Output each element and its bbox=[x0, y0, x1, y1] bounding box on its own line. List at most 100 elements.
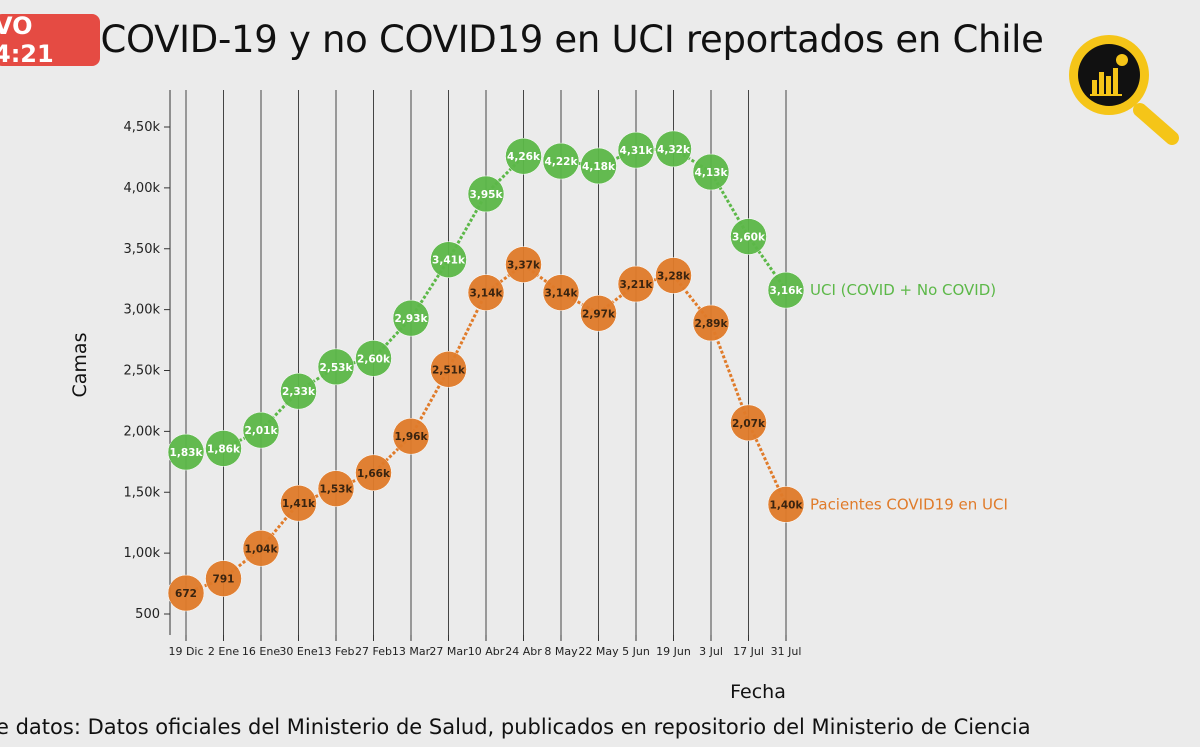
live-time-badge: VO 4:21 bbox=[0, 12, 100, 68]
y-tick-label: 1,00k bbox=[124, 546, 161, 561]
y-tick-label: 2,50k bbox=[124, 364, 161, 379]
data-label: 4,22k bbox=[545, 156, 579, 168]
data-point bbox=[430, 351, 467, 388]
data-label: 2,53k bbox=[320, 362, 354, 374]
x-tick-label: 3 Jul bbox=[699, 645, 723, 658]
data-point bbox=[467, 274, 505, 311]
data-label: 2,89k bbox=[695, 318, 729, 330]
data-point bbox=[430, 241, 467, 278]
x-tick-label: 30 Ene bbox=[279, 645, 317, 658]
data-label: 2,93k bbox=[395, 313, 429, 325]
data-label: 2,33k bbox=[282, 386, 316, 398]
data-label: 4,31k bbox=[620, 145, 654, 157]
y-tick-label: 2,00k bbox=[124, 424, 161, 439]
x-tick-label: 10 Abr bbox=[468, 645, 505, 658]
data-point bbox=[167, 433, 205, 471]
x-tick-label: 31 Jul bbox=[771, 645, 802, 658]
data-label: 1,83k bbox=[170, 447, 204, 459]
data-label: 3,60k bbox=[732, 232, 766, 244]
logo bbox=[1060, 30, 1185, 145]
data-point bbox=[392, 417, 430, 455]
data-label: 4,26k bbox=[507, 151, 541, 163]
data-point bbox=[692, 153, 730, 191]
x-tick-label: 27 Feb bbox=[355, 645, 392, 658]
data-point bbox=[242, 530, 280, 567]
data-label: 4,18k bbox=[582, 161, 616, 173]
data-label: 3,95k bbox=[470, 189, 504, 201]
data-point bbox=[655, 257, 692, 294]
data-point bbox=[205, 430, 242, 467]
data-point bbox=[617, 265, 655, 303]
data-point bbox=[392, 299, 430, 337]
data-point bbox=[542, 142, 580, 180]
data-label: 2,01k bbox=[245, 425, 279, 437]
x-tick-label: 27 Mar bbox=[429, 645, 468, 658]
data-point bbox=[655, 130, 692, 168]
x-axis: 19 Dic 2 Ene 16 Ene 30 Ene 13 Feb 27 Feb 13 Ma… bbox=[168, 635, 801, 658]
data-label: 4,13k bbox=[695, 167, 729, 179]
x-tick-label: 13 Mar bbox=[392, 645, 431, 658]
data-label: 1,41k bbox=[282, 498, 316, 510]
data-point bbox=[767, 271, 805, 309]
data-point bbox=[280, 484, 317, 522]
data-label: 1,66k bbox=[357, 468, 391, 480]
data-label: 1,96k bbox=[395, 431, 429, 443]
data-label: 3,16k bbox=[770, 285, 804, 297]
data-point bbox=[617, 131, 655, 169]
y-axis: 500 1,00k 1,50k 2,00k 2,50k 3,00k 3,50k 4,00k 4,… bbox=[124, 90, 171, 635]
data-label: 3,21k bbox=[620, 279, 654, 291]
x-tick-label: 17 Jul bbox=[733, 645, 764, 658]
x-tick-label: 8 May bbox=[544, 645, 578, 658]
data-label: 3,37k bbox=[507, 260, 541, 272]
data-source-note: e datos: Datos oficiales del Ministerio … bbox=[0, 715, 1031, 739]
data-point bbox=[205, 560, 242, 597]
x-tick-label: 19 Jun bbox=[656, 645, 691, 658]
data-point bbox=[730, 218, 767, 255]
y-tick-label: 4,00k bbox=[124, 181, 161, 196]
data-label: 3,14k bbox=[545, 288, 579, 300]
data-label: 1,40k bbox=[770, 499, 804, 511]
data-point bbox=[505, 137, 542, 175]
series-name-label: Pacientes COVID19 en UCI bbox=[810, 495, 1008, 513]
data-label: 3,14k bbox=[470, 288, 504, 300]
data-point bbox=[505, 246, 542, 283]
magnifier-chart-virus-icon bbox=[1069, 35, 1179, 145]
data-label: 2,60k bbox=[357, 353, 391, 365]
x-tick-label: 24 Abr bbox=[505, 645, 542, 658]
x-tick-label: 19 Dic bbox=[168, 645, 203, 658]
data-point bbox=[317, 470, 355, 507]
data-point bbox=[355, 340, 392, 377]
data-point bbox=[542, 274, 580, 311]
x-tick-label: 22 May bbox=[578, 645, 619, 658]
data-point bbox=[242, 411, 280, 449]
data-point bbox=[355, 454, 392, 492]
y-tick-label: 500 bbox=[135, 607, 160, 622]
x-axis-label: Fecha bbox=[730, 681, 786, 703]
x-tick-label: 13 Feb bbox=[318, 645, 355, 658]
y-tick-label: 3,00k bbox=[124, 303, 161, 318]
data-point bbox=[580, 295, 617, 332]
data-point bbox=[692, 304, 730, 342]
data-point bbox=[167, 574, 205, 612]
data-label: 1,53k bbox=[320, 484, 354, 496]
data-point bbox=[580, 147, 617, 185]
y-tick-label: 3,50k bbox=[124, 242, 161, 257]
y-axis-label: Camas bbox=[69, 333, 91, 398]
page-title: s COVID-19 y no COVID19 en UCI reportado… bbox=[70, 18, 1044, 61]
data-point bbox=[730, 404, 767, 442]
data-label: 3,41k bbox=[432, 255, 466, 267]
data-label: 3,28k bbox=[657, 271, 691, 283]
x-tick-label: 2 Ene bbox=[208, 645, 239, 658]
y-tick-label: 1,50k bbox=[124, 485, 161, 500]
data-point bbox=[467, 175, 505, 213]
x-tick-label: 5 Jun bbox=[622, 645, 650, 658]
y-tick-label: 4,50k bbox=[124, 120, 161, 135]
data-label: 1,04k bbox=[245, 543, 279, 555]
data-point bbox=[280, 372, 317, 410]
data-point bbox=[317, 348, 355, 386]
data-label: 2,07k bbox=[732, 418, 766, 430]
data-point bbox=[767, 486, 805, 523]
data-label: 2,51k bbox=[432, 364, 466, 376]
